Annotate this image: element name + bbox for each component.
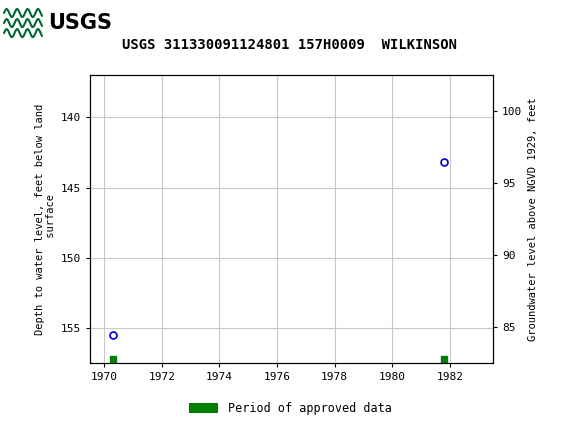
Legend: Period of approved data: Period of approved data bbox=[184, 397, 396, 420]
Text: USGS 311330091124801 157H0009  WILKINSON: USGS 311330091124801 157H0009 WILKINSON bbox=[122, 38, 458, 52]
Bar bbox=[2, 2, 110, 43]
Y-axis label: Depth to water level, feet below land
 surface: Depth to water level, feet below land su… bbox=[35, 104, 56, 335]
Y-axis label: Groundwater level above NGVD 1929, feet: Groundwater level above NGVD 1929, feet bbox=[528, 98, 538, 341]
Text: USGS: USGS bbox=[48, 13, 112, 33]
